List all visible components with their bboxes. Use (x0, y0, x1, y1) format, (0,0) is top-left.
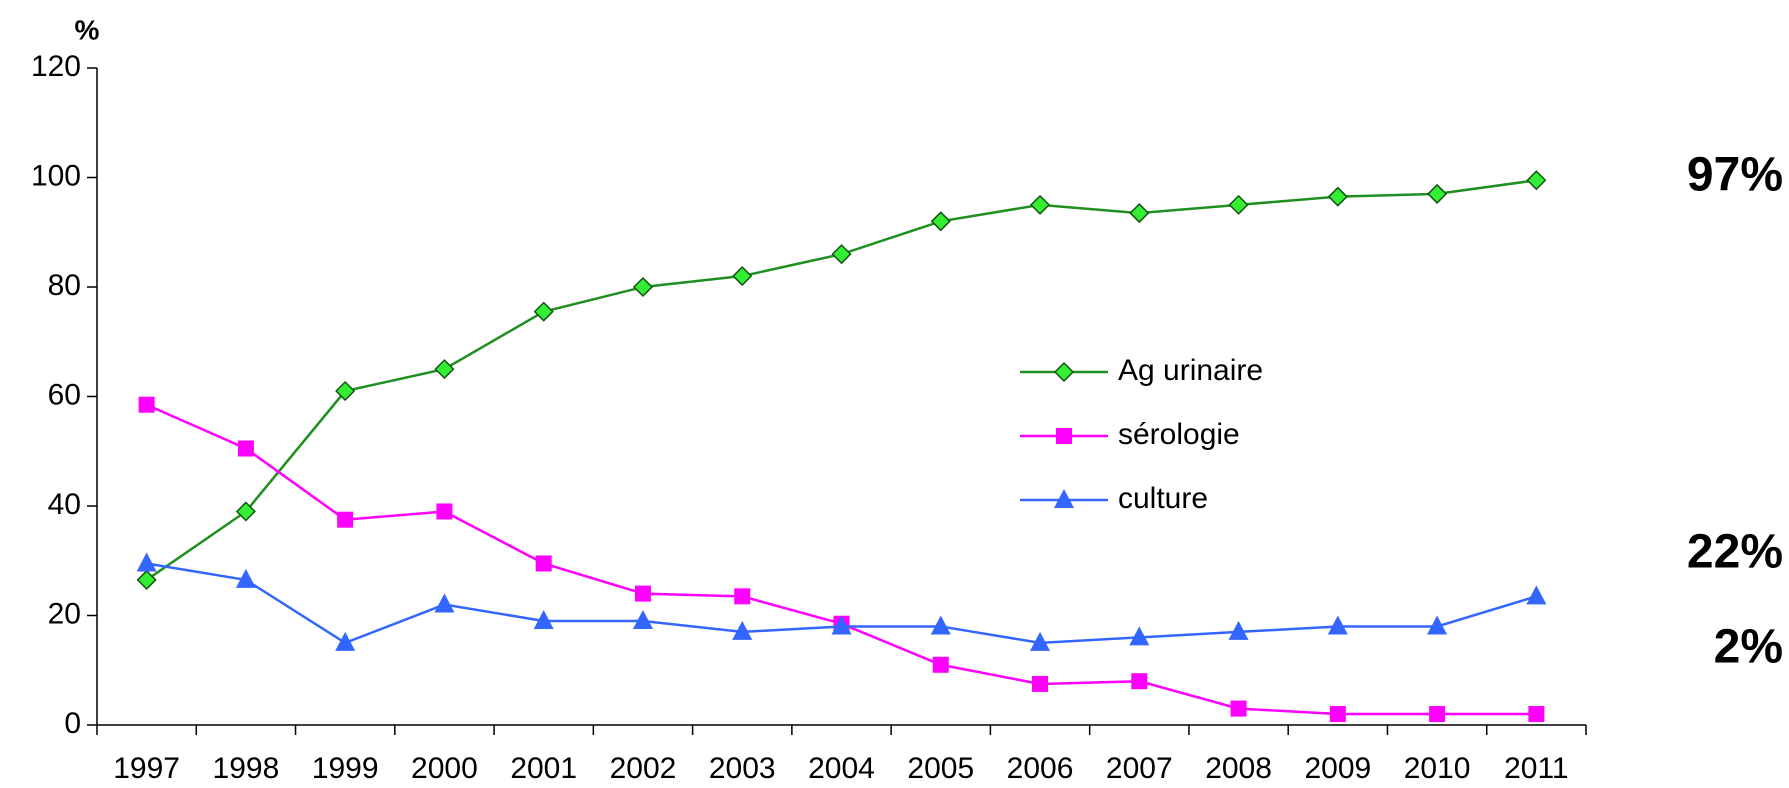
marker (831, 244, 852, 265)
marker (732, 620, 753, 640)
marker (831, 615, 852, 635)
marker (1228, 194, 1249, 215)
marker (533, 301, 554, 322)
marker (1129, 203, 1150, 224)
legend-label: Ag urinaire (1118, 354, 1263, 387)
marker (1526, 585, 1547, 605)
marker (632, 276, 654, 298)
marker (335, 631, 356, 651)
x-tick-label: 2006 (1007, 752, 1074, 785)
marker (434, 593, 455, 613)
marker (1056, 428, 1072, 444)
marker (930, 615, 951, 635)
annotation: 22% (1687, 526, 1783, 579)
marker (1228, 620, 1249, 640)
x-tick-label: 2003 (709, 752, 776, 785)
marker (1054, 489, 1074, 508)
marker (237, 440, 254, 457)
series-line (146, 403, 1537, 716)
marker (1029, 194, 1051, 215)
marker (533, 609, 554, 629)
y-tick-label: 40 (48, 488, 81, 521)
x-tick-label: 2011 (1504, 752, 1569, 785)
x-tick-label: 1998 (213, 752, 280, 785)
x-tick-label: 1997 (113, 752, 180, 785)
marker (1526, 170, 1547, 191)
marker (1230, 700, 1247, 717)
x-tick-label: 1999 (312, 752, 379, 785)
y-tick-label: 80 (48, 269, 81, 302)
legend-label: culture (1118, 482, 1208, 515)
marker (138, 396, 155, 413)
marker (335, 380, 356, 402)
x-tick-label: 2005 (907, 752, 974, 785)
marker (1327, 615, 1348, 635)
x-tick-label: 2002 (610, 752, 677, 785)
marker (632, 609, 653, 629)
x-tick-label: 2010 (1404, 752, 1471, 785)
marker (1329, 706, 1346, 723)
marker (1129, 626, 1150, 646)
annotation: 2% (1714, 621, 1783, 674)
x-tick-label: 2001 (510, 752, 577, 785)
marker (1427, 615, 1448, 635)
marker (1528, 706, 1545, 723)
marker (1032, 675, 1049, 692)
x-tick-label: 2008 (1205, 752, 1272, 785)
marker (1053, 361, 1075, 383)
marker (136, 569, 157, 590)
annotation: 97% (1687, 149, 1783, 202)
marker (434, 359, 455, 380)
y-tick-label: 100 (31, 159, 81, 192)
legend-label: sérologie (1118, 418, 1240, 451)
x-tick-label: 2007 (1106, 752, 1173, 785)
marker (1429, 706, 1446, 723)
marker (1427, 183, 1448, 204)
x-tick-label: 2000 (411, 752, 478, 785)
marker (732, 265, 753, 287)
marker (235, 501, 256, 522)
marker (436, 503, 453, 520)
marker (930, 211, 951, 232)
marker (932, 656, 949, 673)
marker (337, 511, 354, 528)
marker (235, 568, 256, 588)
marker (1131, 673, 1148, 690)
marker (535, 555, 552, 572)
x-tick-label: 2004 (808, 752, 875, 785)
y-tick-label: 120 (31, 50, 81, 83)
marker (634, 585, 651, 602)
y-tick-label: 20 (48, 597, 81, 630)
marker (1327, 186, 1348, 207)
y-tick-label: 0 (64, 707, 81, 740)
marker (136, 552, 157, 572)
y-axis-label: % (75, 14, 100, 45)
y-tick-label: 60 (48, 378, 81, 411)
marker (734, 588, 751, 605)
x-tick-label: 2009 (1304, 752, 1371, 785)
marker (1030, 631, 1051, 651)
